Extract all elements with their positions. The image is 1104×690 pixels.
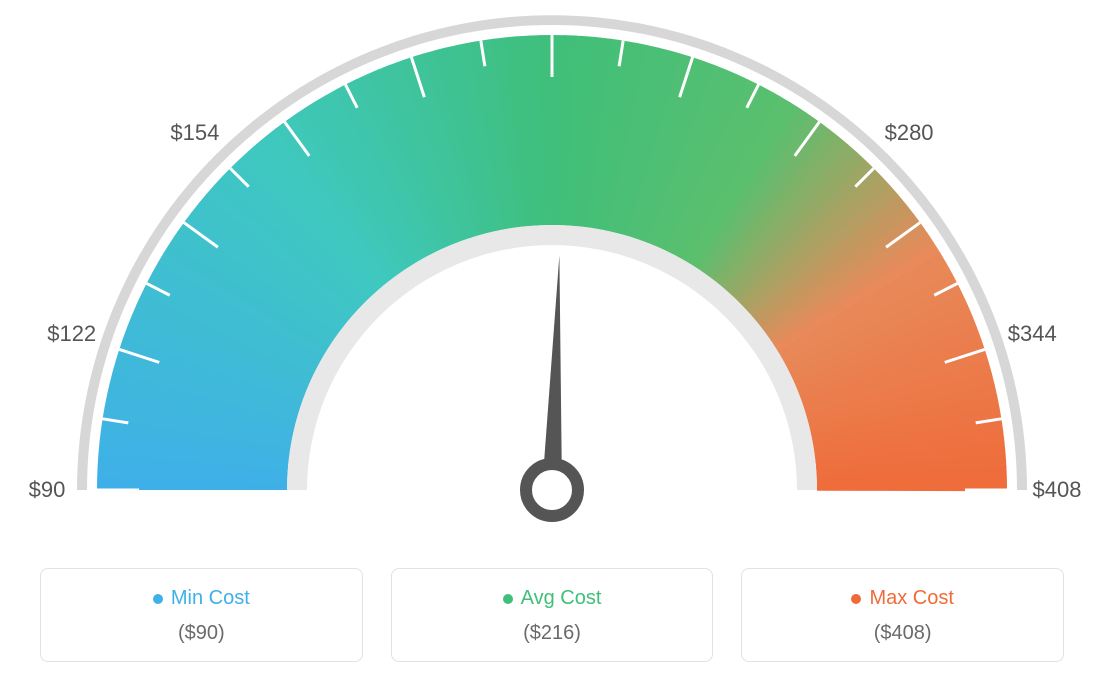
gauge-tick-label: $408 [1033, 477, 1082, 503]
legend-card-min: Min Cost ($90) [40, 568, 363, 662]
legend-value-max: ($408) [752, 622, 1053, 645]
legend-title-max: Max Cost [851, 587, 953, 610]
gauge-area: $90$122$154$216$280$344$408 [0, 0, 1104, 560]
legend-title-text: Avg Cost [521, 587, 602, 610]
gauge-svg [0, 0, 1104, 560]
cost-gauge-container: $90$122$154$216$280$344$408 Min Cost ($9… [0, 0, 1104, 690]
legend-title-text: Max Cost [869, 587, 953, 610]
gauge-tick-label: $122 [47, 321, 96, 347]
gauge-tick-label: $90 [29, 477, 66, 503]
gauge-tick-label: $344 [1008, 321, 1057, 347]
legend-row: Min Cost ($90) Avg Cost ($216) Max Cost … [40, 568, 1064, 662]
dot-icon [503, 594, 513, 604]
gauge-tick-label: $280 [885, 120, 934, 146]
legend-card-max: Max Cost ($408) [741, 568, 1064, 662]
legend-title-text: Min Cost [171, 587, 250, 610]
gauge-tick-label: $154 [170, 120, 219, 146]
dot-icon [153, 594, 163, 604]
dot-icon [851, 594, 861, 604]
legend-card-avg: Avg Cost ($216) [391, 568, 714, 662]
legend-value-avg: ($216) [402, 622, 703, 645]
legend-value-min: ($90) [51, 622, 352, 645]
legend-title-min: Min Cost [153, 587, 250, 610]
legend-title-avg: Avg Cost [503, 587, 602, 610]
